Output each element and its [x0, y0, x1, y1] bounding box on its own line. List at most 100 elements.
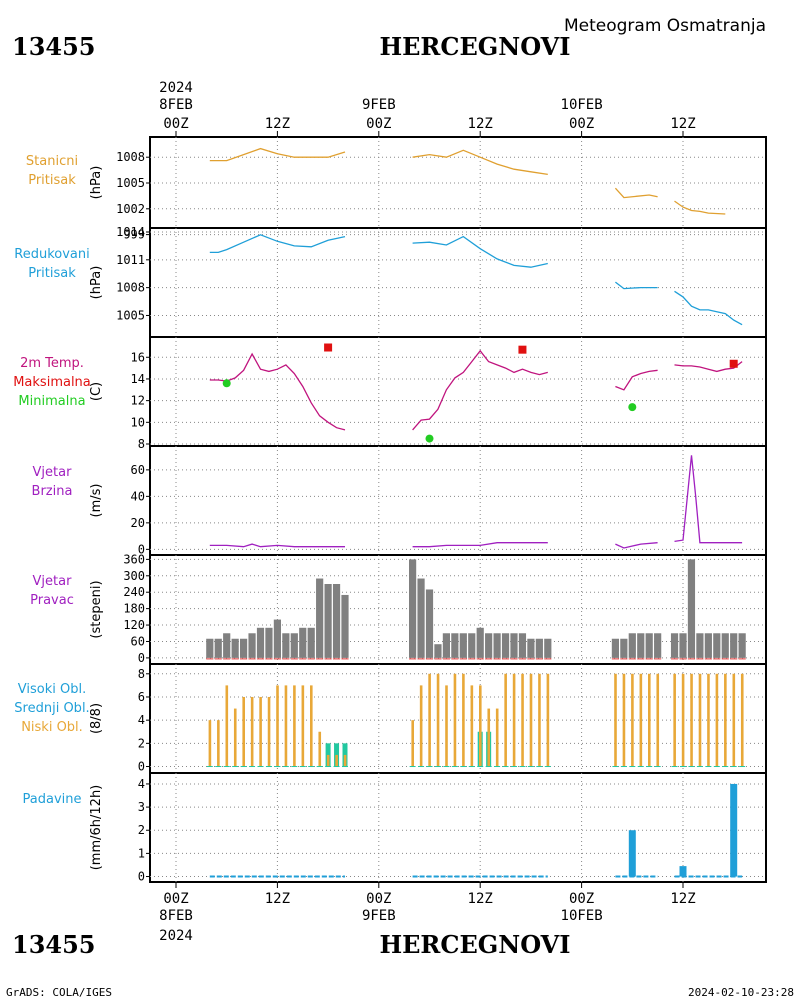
top-date-label-0: 8FEB — [159, 97, 193, 113]
cloud-low-bar-20 — [436, 673, 440, 767]
wind-direction-bar-40 — [670, 633, 679, 658]
clouds-ytick-label-2: 4 — [138, 713, 145, 727]
top-time-label-5: 12Z — [670, 116, 695, 132]
temperature-ytick-label-0: 8 — [138, 437, 145, 451]
cloud-low-bar-25 — [479, 685, 482, 767]
wind_direction-ytick-label-5: 300 — [123, 569, 145, 583]
cloud-low-bar-30 — [521, 673, 524, 767]
cloud-low-bar-42 — [690, 673, 693, 767]
wind_direction-ytick-label-4: 240 — [123, 585, 145, 599]
wind-direction-bar-39 — [654, 633, 662, 658]
cloud-low-bar-34 — [614, 673, 617, 767]
cloud-low-bar-43 — [698, 673, 702, 767]
cloud-low-bar-12 — [310, 685, 313, 767]
tmin-marker-2 — [628, 403, 637, 412]
reduced_pressure-series-1 — [412, 235, 548, 268]
wind_speed-unit-label: (m/s) — [89, 484, 104, 518]
cloud-low-bar-40 — [673, 673, 676, 767]
cloud-low-bar-47 — [732, 673, 736, 767]
temperature-label-1: Maksimalna — [13, 375, 91, 390]
wind-direction-bar-25 — [476, 627, 484, 658]
bottom-year-label: 2024 — [159, 928, 193, 944]
temperature-ytick-label-2: 12 — [131, 394, 145, 408]
wind-direction-bar-8 — [273, 619, 281, 658]
pressure-series-2 — [614, 187, 658, 199]
tmax-marker-1 — [518, 345, 527, 354]
wind-direction-bar-17 — [409, 559, 417, 658]
cloud-low-bar-41 — [681, 673, 685, 767]
temperature-unit-label: (C) — [89, 382, 104, 401]
clouds-label-2: Niski Obl. — [21, 720, 83, 735]
wind_speed-series-1 — [412, 542, 548, 548]
wind_speed-series-2 — [615, 542, 658, 549]
pressure-unit-label: (hPa) — [89, 166, 104, 200]
precip-bar-2 — [730, 783, 738, 877]
wind-direction-bar-18 — [417, 578, 425, 658]
cloud-low-bar-46 — [724, 673, 727, 767]
tmin-marker-1 — [425, 434, 434, 443]
wind-direction-bar-42 — [687, 559, 696, 658]
reduced_pressure-series-3 — [674, 290, 743, 326]
cloud-low-bar-18 — [419, 685, 423, 767]
wind-direction-bar-33 — [544, 638, 552, 658]
reduced_pressure-label-0: Redukovani — [14, 247, 89, 262]
reduced_pressure-ytick-label-2: 1011 — [116, 253, 145, 267]
wind_speed-panel-frame — [149, 445, 767, 556]
tmin-marker-0 — [222, 379, 231, 388]
wind_direction-ytick-label-3: 180 — [123, 602, 145, 616]
wind-direction-bar-27 — [493, 633, 501, 658]
temperature-series-1 — [412, 349, 548, 431]
clouds-unit-label: (8/8) — [89, 703, 104, 734]
top-date-label-2: 9FEB — [362, 97, 396, 113]
cloud-low-bar-3 — [233, 708, 237, 767]
temperature-label-2: Minimalna — [18, 394, 85, 409]
cloud-low-bar-13 — [318, 731, 322, 767]
tmax-marker-0 — [324, 343, 333, 352]
wind-direction-bar-15 — [332, 584, 341, 658]
temperature-ytick-label-1: 10 — [131, 415, 145, 429]
wind_speed-label-0: Vjetar — [33, 465, 73, 480]
cloud-low-bar-31 — [529, 673, 533, 767]
top-time-label-0: 00Z — [163, 116, 188, 132]
wind-direction-bar-29 — [510, 633, 518, 658]
bottom-time-label-0: 00Z — [163, 891, 188, 907]
cloud-low-bar-1 — [217, 720, 220, 767]
clouds-label-0: Visoki Obl. — [18, 682, 86, 697]
chart-title: Meteogram Osmatranja — [564, 16, 766, 36]
top-time-label-1: 12Z — [265, 116, 290, 132]
footer-credit: GrADS: COLA/IGES — [6, 986, 112, 999]
wind-direction-bar-13 — [316, 578, 324, 658]
pressure-label-0: Stanicni — [26, 154, 78, 169]
top-date-label-4: 10FEB — [561, 97, 603, 113]
cloud-low-bar-10 — [293, 685, 296, 767]
cloud-low-bar-6 — [259, 696, 262, 767]
cloud-mid-bar-14 — [325, 743, 331, 767]
precipitation-label-0: Padavine — [23, 792, 82, 807]
cloud-low-bar-32 — [538, 673, 541, 767]
cloud-low-bar-24 — [470, 685, 474, 767]
wind-direction-bar-3 — [231, 638, 239, 658]
top-year-label: 2024 — [159, 80, 193, 96]
cloud-low-bar-38 — [648, 673, 651, 767]
wind-direction-bar-46 — [721, 633, 729, 658]
reduced_pressure-panel-frame — [149, 227, 767, 338]
cloud-mid-bar-15 — [334, 743, 340, 767]
reduced_pressure-series-2 — [615, 281, 658, 290]
wind-direction-bar-44 — [704, 633, 712, 658]
bottom-time-label-5: 12Z — [670, 891, 695, 907]
temperature-ytick-label-4: 16 — [131, 350, 145, 364]
cloud-low-bar-19 — [428, 673, 431, 767]
wind_speed-series-0 — [209, 543, 345, 548]
wind-direction-bar-36 — [628, 633, 636, 658]
wind-direction-bar-28 — [501, 633, 510, 658]
wind-direction-bar-7 — [265, 627, 273, 658]
reduced_pressure-ytick-label-0: 1005 — [116, 308, 145, 322]
bottom-time-label-3: 12Z — [468, 891, 493, 907]
wind_speed-ytick-label-1: 20 — [131, 516, 145, 530]
clouds-ytick-label-0: 0 — [138, 760, 145, 774]
clouds-ytick-label-1: 2 — [138, 736, 145, 750]
wind_direction-ytick-label-1: 60 — [131, 634, 145, 648]
precipitation-ytick-label-4: 4 — [138, 777, 145, 791]
temperature-panel-frame — [149, 336, 767, 447]
